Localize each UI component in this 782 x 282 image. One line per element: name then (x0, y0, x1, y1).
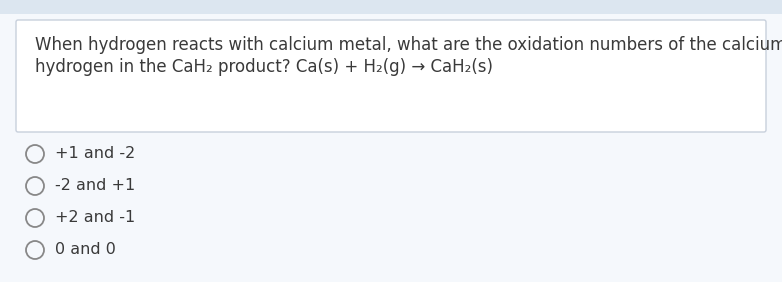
FancyBboxPatch shape (16, 20, 766, 132)
Text: 0 and 0: 0 and 0 (55, 243, 116, 257)
Text: When hydrogen reacts with calcium metal, what are the oxidation numbers of the c: When hydrogen reacts with calcium metal,… (35, 36, 782, 54)
Text: +1 and -2: +1 and -2 (55, 147, 135, 162)
Text: -2 and +1: -2 and +1 (55, 179, 135, 193)
FancyBboxPatch shape (0, 0, 782, 14)
Text: +2 and -1: +2 and -1 (55, 210, 135, 226)
Text: hydrogen in the CaH₂ product? Ca(s) + H₂(g) → CaH₂(s): hydrogen in the CaH₂ product? Ca(s) + H₂… (35, 58, 493, 76)
